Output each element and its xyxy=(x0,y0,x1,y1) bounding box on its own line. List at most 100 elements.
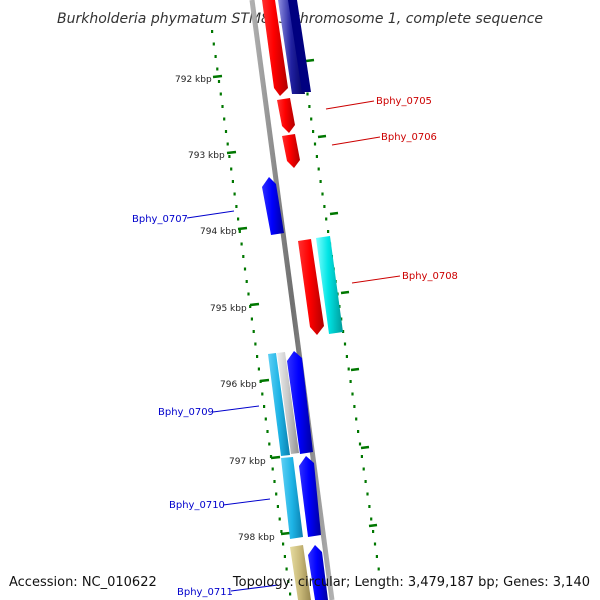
guide-dot xyxy=(327,230,330,233)
guide-dot xyxy=(377,567,380,571)
gene-arrow[interactable] xyxy=(316,236,343,334)
guide-dot xyxy=(224,130,228,133)
tick-mark xyxy=(259,378,270,383)
gene-labels: Bphy_0705 Bphy_0706 Bphy_0707 Bphy_0708 … xyxy=(132,96,458,598)
guide-dot xyxy=(360,455,363,458)
guide-dot xyxy=(276,505,279,508)
guide-dot xyxy=(368,505,371,508)
scale-ticks: 792 kbp 793 kbp 794 kbp 795 kbp 796 kbp … xyxy=(175,58,378,543)
guide-dot xyxy=(247,292,250,296)
gene-arrow[interactable] xyxy=(278,0,305,94)
gene-arrow-bphy-0705[interactable] xyxy=(277,98,295,133)
guide-dot xyxy=(287,580,290,583)
tick-mark xyxy=(340,290,350,295)
accession-text: Accession: NC_010622 xyxy=(9,575,157,590)
gene-label-bphy-0709[interactable]: Bphy_0709 xyxy=(158,407,214,418)
gene-label-bphy-0706[interactable]: Bphy_0706 xyxy=(381,132,437,143)
guide-dot xyxy=(355,417,358,421)
guide-dot xyxy=(366,492,369,496)
gene-arrow[interactable] xyxy=(277,352,299,454)
guide-dot xyxy=(306,92,309,96)
guide-dot xyxy=(266,430,269,433)
guide-dot xyxy=(283,555,286,558)
guide-dot xyxy=(342,330,345,333)
gene-label-bphy-0710[interactable]: Bphy_0710 xyxy=(169,500,225,511)
guide-dot xyxy=(325,217,328,221)
guide-dot xyxy=(268,442,271,446)
gene-arrow-bphy-0709[interactable] xyxy=(268,353,290,456)
gene-label-bphy-0711[interactable]: Bphy_0711 xyxy=(177,587,233,598)
guide-dot xyxy=(243,267,247,271)
gene-label-bphy-0708[interactable]: Bphy_0708 xyxy=(402,271,458,282)
guide-dot xyxy=(252,330,255,333)
guide-dot xyxy=(238,230,241,233)
guide-dot xyxy=(285,567,288,571)
gene-label-bphy-0707[interactable]: Bphy_0707 xyxy=(132,214,188,225)
guide-dot xyxy=(351,392,354,396)
tick-mark xyxy=(280,531,291,536)
guide-dot xyxy=(235,205,238,208)
gene-arrow[interactable] xyxy=(262,0,288,96)
gene-arrow-bphy-0711[interactable] xyxy=(290,545,311,600)
guide-dot xyxy=(261,392,264,396)
tick-mark xyxy=(237,226,248,231)
guide-dot xyxy=(362,467,365,471)
guide-dot xyxy=(312,130,315,133)
guide-dot xyxy=(370,517,373,521)
guide-dot xyxy=(237,217,240,221)
tick-label: 792 kbp xyxy=(175,75,212,85)
leader-line xyxy=(212,405,260,413)
chromosome-backbone xyxy=(249,0,335,600)
guide-dot xyxy=(245,280,248,283)
tick-mark xyxy=(360,445,370,450)
gene-arrow-bphy-0707[interactable] xyxy=(262,177,284,235)
guide-dot xyxy=(372,530,375,533)
guide-dot xyxy=(211,30,214,33)
guide-dot xyxy=(223,117,226,121)
tick-mark xyxy=(212,74,223,79)
guide-dot xyxy=(275,492,278,496)
tick-label: 795 kbp xyxy=(210,304,247,314)
gene-arrow[interactable] xyxy=(288,0,311,92)
guide-dot xyxy=(250,317,253,321)
tick-mark xyxy=(305,58,315,63)
guide-dot xyxy=(217,80,221,83)
leader-line xyxy=(186,210,235,219)
summary-text: Topology: circular; Length: 3,479,187 bp… xyxy=(232,575,590,590)
tick-label: 798 kbp xyxy=(238,533,275,543)
gene-arrow[interactable] xyxy=(299,456,321,537)
gene-arrow-bphy-0710[interactable] xyxy=(281,457,303,539)
guide-dot xyxy=(364,480,367,483)
gene-arrow-bphy-0708[interactable] xyxy=(298,239,324,335)
guide-dot xyxy=(256,355,259,358)
leader-line xyxy=(230,584,279,592)
gene-arrow-bphy-0706[interactable] xyxy=(282,134,300,168)
guide-dot xyxy=(349,380,352,383)
guide-dot xyxy=(212,42,215,46)
guide-dot xyxy=(230,167,233,171)
map-title: Burkholderia phymatum STM815 chromosome … xyxy=(57,11,543,27)
guide-dot xyxy=(226,142,229,146)
guide-dot xyxy=(323,205,326,208)
gene-arrow[interactable] xyxy=(287,351,313,454)
guide-dot xyxy=(242,255,245,258)
guide-dot xyxy=(240,242,243,246)
guide-dot xyxy=(278,517,281,521)
tick-mark xyxy=(270,455,281,460)
guide-dot xyxy=(257,367,260,371)
tick-label: 796 kbp xyxy=(220,380,257,390)
leader-line xyxy=(351,275,401,284)
tick-label: 797 kbp xyxy=(229,457,266,467)
tick-mark xyxy=(368,523,378,528)
leader-line xyxy=(222,498,271,506)
guide-dot xyxy=(317,167,320,171)
guide-dot xyxy=(308,105,311,108)
gene-arrow[interactable] xyxy=(308,545,328,600)
guide-dot xyxy=(216,67,219,71)
guide-dot xyxy=(343,342,347,346)
guide-dot xyxy=(358,442,362,446)
gene-label-bphy-0705[interactable]: Bphy_0705 xyxy=(376,96,432,107)
guide-dot xyxy=(280,530,283,533)
guide-dot xyxy=(231,180,234,183)
guide-dot xyxy=(219,92,222,96)
